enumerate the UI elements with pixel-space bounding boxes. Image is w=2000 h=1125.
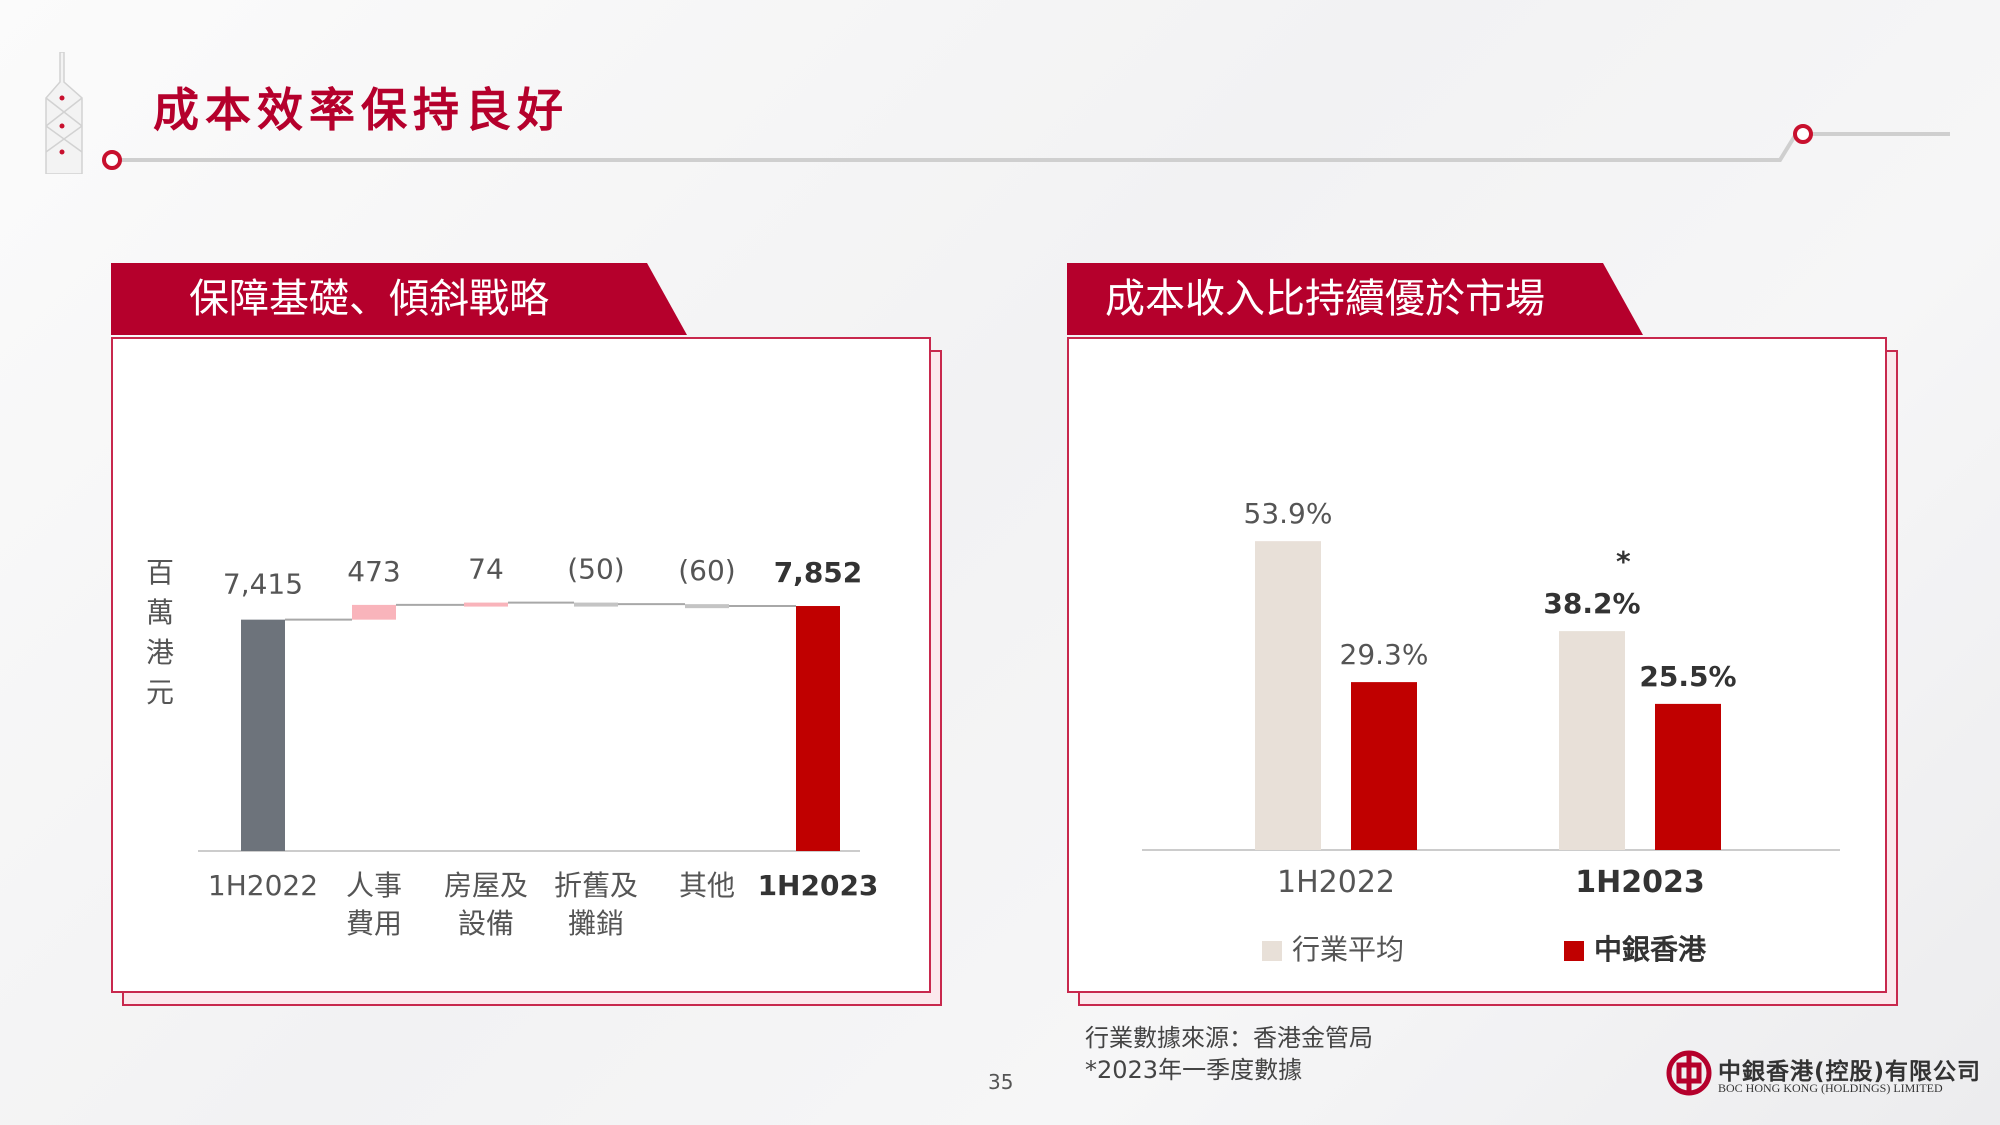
data-label: 7,415 [223, 568, 303, 601]
y-unit-char: 港 [145, 636, 174, 669]
logo-name-en: BOC HONG KONG (HOLDINGS) LIMITED [1718, 1081, 1943, 1095]
legend-label-bochk: 中銀香港 [1594, 933, 1707, 966]
legend-bochk: 中銀香港 [1564, 928, 1706, 968]
category-label: 設備 [458, 907, 514, 940]
category-label: 1H2023 [1575, 865, 1704, 900]
category-label: 1H2022 [1277, 865, 1395, 900]
waterfall-bar [685, 604, 729, 609]
data-label: 473 [347, 555, 400, 588]
asterisk-marker: * [1616, 545, 1631, 578]
category-label: 攤銷 [568, 907, 624, 940]
category-label: 折舊及 [554, 869, 638, 902]
waterfall-bar [796, 606, 840, 851]
bar-industry [1255, 541, 1321, 850]
data-label: (50) [567, 553, 624, 586]
right-panel-header: 成本收入比持續優於市場 [1067, 263, 1643, 335]
waterfall-bar [464, 602, 508, 607]
footnote-asterisk-note: *2023年一季度數據 [1085, 1056, 1303, 1084]
data-label: (60) [678, 554, 735, 587]
slide-title: 成本效率保持良好 [153, 83, 569, 137]
bar-industry [1559, 631, 1625, 850]
category-label: 1H2023 [758, 869, 879, 902]
left-panel-header-text: 保障基礎、傾斜戰略 [189, 276, 549, 322]
data-label: 25.5% [1639, 660, 1736, 693]
data-label: 7,852 [774, 556, 863, 589]
data-label: 74 [468, 553, 504, 586]
data-label: 53.9% [1244, 497, 1333, 530]
category-label: 房屋及 [444, 869, 528, 902]
bar-bochk [1351, 682, 1417, 850]
right-header-shape [1067, 263, 1643, 335]
y-unit-char: 百 [145, 556, 174, 589]
waterfall-bar [352, 604, 396, 620]
legend-industry: 行業平均 [1262, 928, 1404, 968]
header-decoration [102, 124, 1950, 170]
category-label: 費用 [346, 907, 402, 940]
waterfall-bar [574, 602, 618, 607]
y-unit-char: 元 [145, 676, 174, 709]
waterfall-bar [241, 619, 285, 851]
category-label: 1H2022 [208, 869, 318, 902]
page-number: 35 [988, 1070, 1014, 1094]
category-label: 其他 [679, 869, 735, 902]
footnote-source: 行業數據來源：香港金管局 [1085, 1024, 1373, 1052]
bank-tower-icon [45, 52, 83, 174]
legend-swatch-bochk [1564, 941, 1584, 961]
data-label: 29.3% [1340, 638, 1429, 671]
logo-name-cn: 中銀香港(控股)有限公司 [1718, 1059, 1982, 1085]
legend-label-industry: 行業平均 [1292, 933, 1405, 966]
category-label: 人事 [346, 869, 402, 902]
y-unit-char: 萬 [145, 596, 174, 629]
data-label: 38.2% [1543, 587, 1640, 620]
legend-swatch-industry [1262, 941, 1282, 961]
left-panel-header: 保障基礎、傾斜戰略 [111, 263, 687, 335]
y-unit-label: 百 萬 港 元 [144, 553, 176, 713]
left-header-shape [111, 263, 687, 335]
right-panel-header-text: 成本收入比持續優於市場 [1105, 276, 1545, 322]
boc-logo-icon [1666, 1050, 1712, 1096]
bar-bochk [1655, 703, 1721, 850]
footnote: 行業數據來源：香港金管局 *2023年一季度數據 [1085, 1022, 1373, 1086]
right-panel [1067, 337, 1887, 993]
